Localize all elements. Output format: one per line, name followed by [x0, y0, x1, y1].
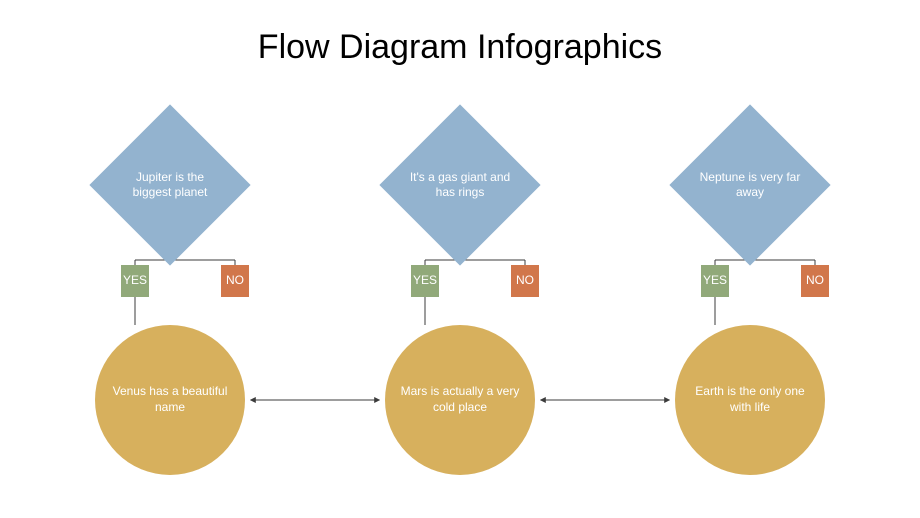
decision-diamond-label-2: Neptune is very far away	[695, 155, 805, 215]
no-box-1: NO	[511, 265, 539, 297]
yes-box-0: YES	[121, 265, 149, 297]
no-box-2: NO	[801, 265, 829, 297]
yes-box-2: YES	[701, 265, 729, 297]
result-circle-0: Venus has a beautiful name	[95, 325, 245, 475]
result-circle-label-2: Earth is the only one with life	[689, 384, 811, 415]
yes-box-1: YES	[411, 265, 439, 297]
no-box-0: NO	[221, 265, 249, 297]
decision-diamond-label-0: Jupiter is the biggest planet	[115, 155, 225, 215]
result-circle-label-0: Venus has a beautiful name	[109, 384, 231, 415]
flow-diagram-stage: Flow Diagram Infographics Jupiter is the…	[0, 0, 920, 518]
page-title: Flow Diagram Infographics	[0, 28, 920, 67]
result-circle-label-1: Mars is actually a very cold place	[399, 384, 521, 415]
result-circle-2: Earth is the only one with life	[675, 325, 825, 475]
result-circle-1: Mars is actually a very cold place	[385, 325, 535, 475]
decision-diamond-label-1: It's a gas giant and has rings	[405, 155, 515, 215]
